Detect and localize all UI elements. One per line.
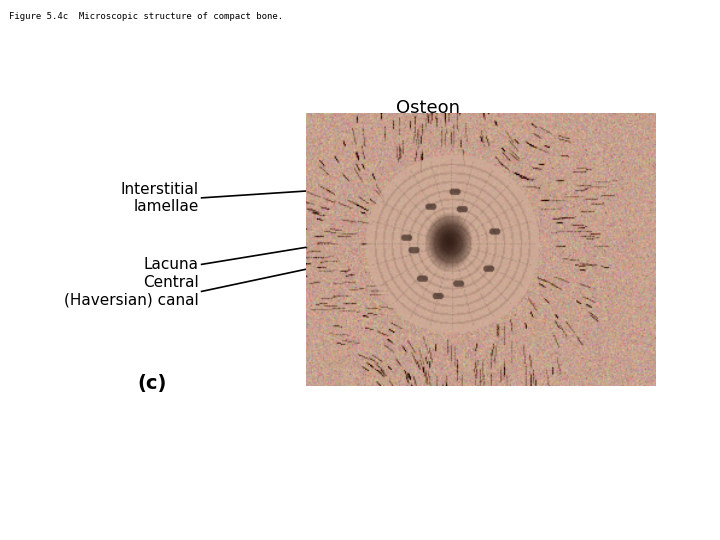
Text: Interstitial
lamellae: Interstitial lamellae: [121, 181, 199, 214]
Text: Figure 5.4c  Microscopic structure of compact bone.: Figure 5.4c Microscopic structure of com…: [9, 12, 283, 21]
Text: Lacuna: Lacuna: [144, 257, 199, 272]
Text: Central
(Haversian) canal: Central (Haversian) canal: [64, 275, 199, 308]
Text: (c): (c): [138, 374, 167, 393]
Text: Osteon: Osteon: [395, 99, 459, 117]
